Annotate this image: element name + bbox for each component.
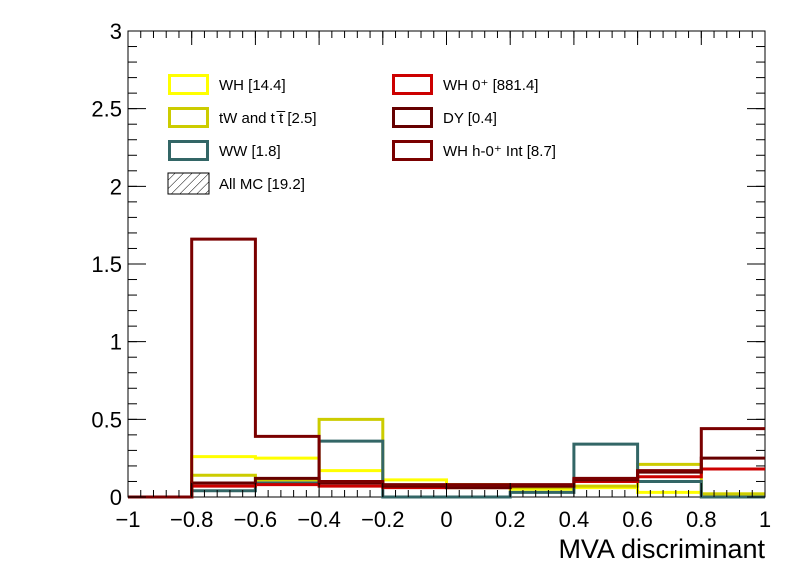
x-tick-label: 1 — [759, 507, 771, 532]
x-tick-label: −1 — [115, 507, 140, 532]
series-layer — [128, 237, 765, 499]
y-tick-label: 0 — [110, 485, 122, 510]
y-tick-label: 3 — [110, 19, 122, 44]
legend-label: DY [0.4] — [443, 110, 497, 127]
series-wh-h-0-int-8-7 — [128, 237, 765, 499]
legend-label: WH 0⁺ [881.4] — [443, 77, 538, 94]
tick-labels: −1 −0.8 −0.6 −0.4 −0.2 0 0.2 0.4 0.6 0.8 1 0 0.5 1 1.5… — [91, 19, 771, 532]
x-tick-label: 0 — [440, 507, 452, 532]
x-tick-label: −0.6 — [234, 507, 277, 532]
legend-swatch — [168, 140, 209, 161]
x-tick-label: 0.8 — [686, 507, 717, 532]
x-axis-title: MVA discriminant — [558, 534, 765, 564]
y-tick-label: 2.5 — [91, 97, 122, 122]
x-tick-label: 0.2 — [495, 507, 526, 532]
y-tick-label: 1.5 — [91, 252, 122, 277]
legend-label: WH [14.4] — [219, 77, 286, 94]
x-tick-label: −0.8 — [170, 507, 213, 532]
y-tick-label: 0.5 — [91, 407, 122, 432]
legend-label: WW [1.8] — [219, 143, 281, 160]
legend-label: All MC [19.2] — [219, 176, 305, 193]
plot-frame — [127, 30, 766, 498]
legend-swatch — [392, 74, 433, 95]
legend-swatch — [392, 107, 433, 128]
x-tick-label: 0.6 — [622, 507, 653, 532]
x-tick-label: 0.4 — [559, 507, 590, 532]
x-tick-label: −0.4 — [297, 507, 340, 532]
y-tick-label: 1 — [110, 330, 122, 355]
legend: WH [14.4] tW and t t̅ [2.5] WW [1.8] All MC… — [167, 74, 556, 195]
legend-swatch — [167, 172, 210, 195]
legend-label: WH h-0⁺ Int [8.7] — [443, 143, 556, 160]
legend-label: tW and t t̅ [2.5] — [219, 110, 317, 127]
legend-swatch — [168, 107, 209, 128]
x-tick-label: −0.2 — [361, 507, 404, 532]
axis-ticks — [127, 30, 766, 498]
y-tick-label: 2 — [110, 174, 122, 199]
legend-swatch — [392, 140, 433, 161]
legend-swatch — [168, 74, 209, 95]
